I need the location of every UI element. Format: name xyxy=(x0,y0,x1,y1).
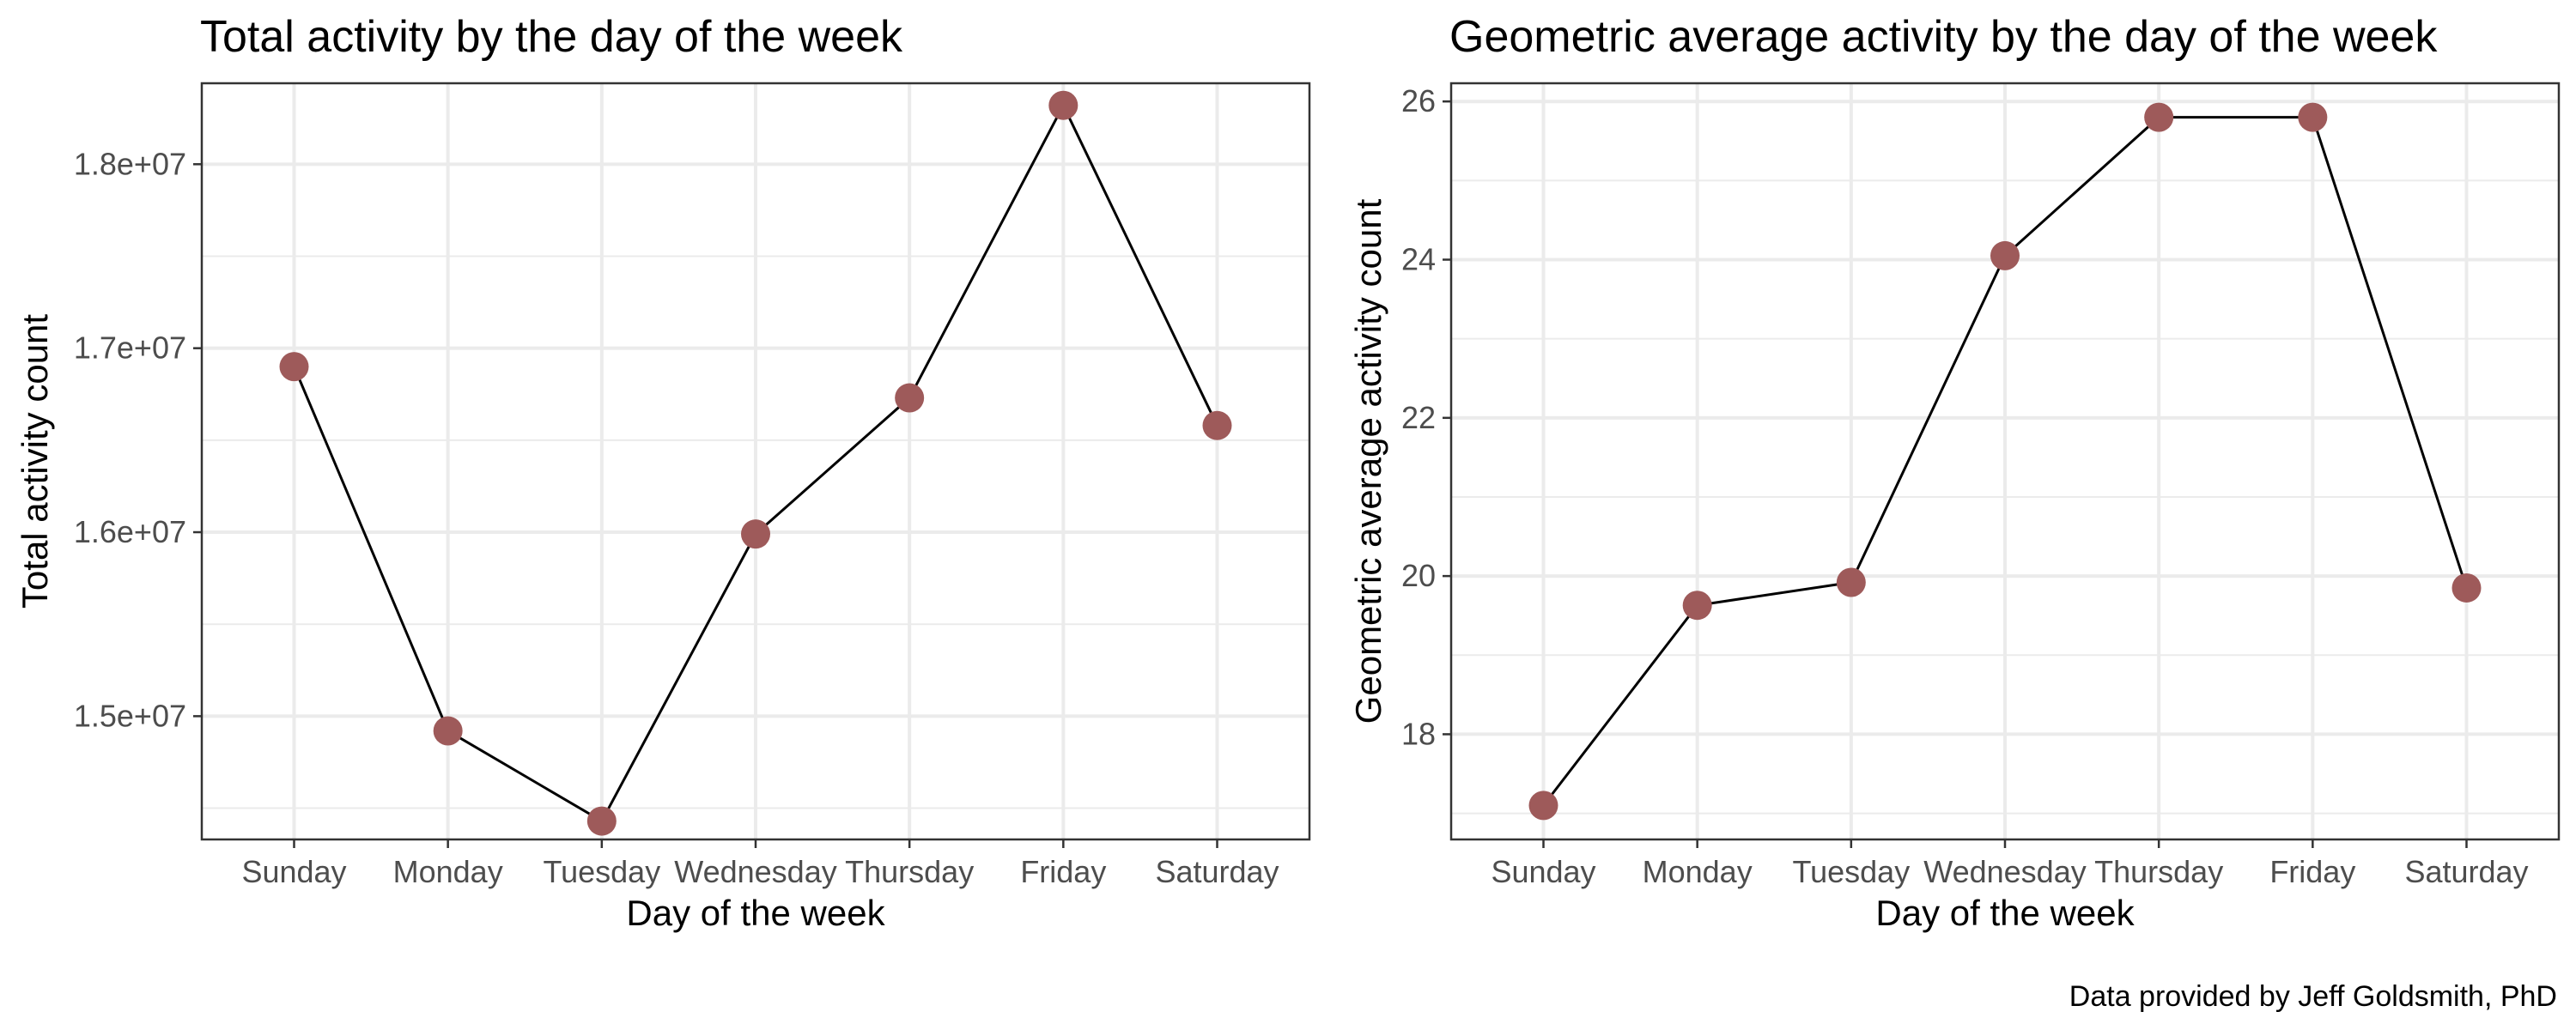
y-tick-label: 1.5e+07 xyxy=(74,698,186,733)
x-tick-label: Tuesday xyxy=(1792,854,1910,889)
data-point-friday xyxy=(1048,90,1078,120)
x-axis-title: Day of the week xyxy=(1875,893,2135,933)
y-tick-label: 24 xyxy=(1401,242,1436,277)
x-tick-label: Sunday xyxy=(241,854,346,889)
data-point-sunday xyxy=(279,352,309,382)
y-tick-label: 18 xyxy=(1401,716,1436,751)
data-point-sunday xyxy=(1528,791,1558,821)
data-point-wednesday xyxy=(1990,240,2020,270)
x-axis-title: Day of the week xyxy=(626,893,885,933)
x-tick-label: Wednesday xyxy=(674,854,836,889)
chart-title: Geometric average activity by the day of… xyxy=(1449,12,2438,62)
x-tick-label: Saturday xyxy=(2404,854,2528,889)
data-point-saturday xyxy=(2451,573,2482,603)
x-tick-label: Monday xyxy=(393,854,503,889)
y-axis-title: Geometric average activity count xyxy=(1348,198,1388,724)
data-point-monday xyxy=(433,716,463,746)
x-tick-label: Friday xyxy=(1020,854,1106,889)
data-point-tuesday xyxy=(586,806,617,836)
x-tick-label: Friday xyxy=(2269,854,2355,889)
data-point-thursday xyxy=(895,383,925,413)
y-tick-label: 1.6e+07 xyxy=(74,514,186,549)
data-point-tuesday xyxy=(1836,567,1866,597)
x-tick-label: Thursday xyxy=(845,854,974,889)
chart-title: Total activity by the day of the week xyxy=(200,12,903,62)
y-axis-title: Total activity count xyxy=(15,314,55,609)
left-panel-total-activity: 1.5e+07 1.6e+07 1.7e+07 1.8e+07 Sunday Monday… xyxy=(15,12,1311,933)
data-point-wednesday xyxy=(741,519,770,549)
x-tick-label: Tuesday xyxy=(543,854,660,889)
data-point-thursday xyxy=(2144,102,2174,132)
y-tick-label: 20 xyxy=(1401,558,1436,593)
data-point-friday xyxy=(2298,102,2328,132)
x-tick-label: Thursday xyxy=(2094,854,2223,889)
y-tick-label: 26 xyxy=(1401,83,1436,118)
x-tick-label: Sunday xyxy=(1491,854,1595,889)
right-panel-geometric-average: 18 20 22 24 26 Sunday Monday Tuesday Wednesday Th… xyxy=(1348,12,2561,933)
y-tick-label: 22 xyxy=(1401,400,1436,435)
x-tick-label: Wednesday xyxy=(1923,854,2086,889)
x-tick-label: Monday xyxy=(1643,854,1753,889)
y-tick-label: 1.7e+07 xyxy=(74,330,186,366)
data-point-monday xyxy=(1682,591,1712,621)
x-tick-label: Saturday xyxy=(1155,854,1279,889)
y-tick-label: 1.8e+07 xyxy=(74,146,186,181)
data-source-caption: Data provided by Jeff Goldsmith, PhD xyxy=(2069,980,2557,1013)
data-point-saturday xyxy=(1202,410,1232,440)
